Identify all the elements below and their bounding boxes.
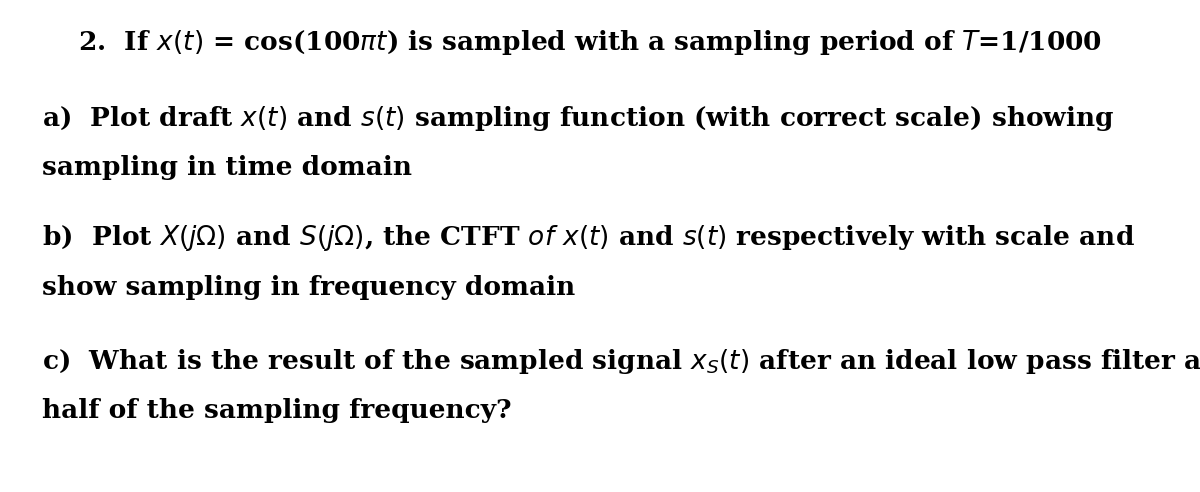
Text: 2.  If $x(t)$ = cos(100$\pi t$) is sampled with a sampling period of $T$=1/1000: 2. If $x(t)$ = cos(100$\pi t$) is sample… <box>78 28 1102 57</box>
Text: half of the sampling frequency?: half of the sampling frequency? <box>42 398 511 423</box>
Text: b)  Plot $X(j\Omega)$ and $S(j\Omega)$, the CTFT $of$ $x(t)$ and $s(t)$ respecti: b) Plot $X(j\Omega)$ and $S(j\Omega)$, t… <box>42 223 1135 253</box>
Text: show sampling in frequency domain: show sampling in frequency domain <box>42 275 575 300</box>
Text: a)  Plot draft $x(t)$ and $s(t)$ sampling function (with correct scale) showing: a) Plot draft $x(t)$ and $s(t)$ sampling… <box>42 104 1115 133</box>
Text: c)  What is the result of the sampled signal $x_S(t)$ after an ideal low pass fi: c) What is the result of the sampled sig… <box>42 347 1200 376</box>
Text: sampling in time domain: sampling in time domain <box>42 154 412 180</box>
